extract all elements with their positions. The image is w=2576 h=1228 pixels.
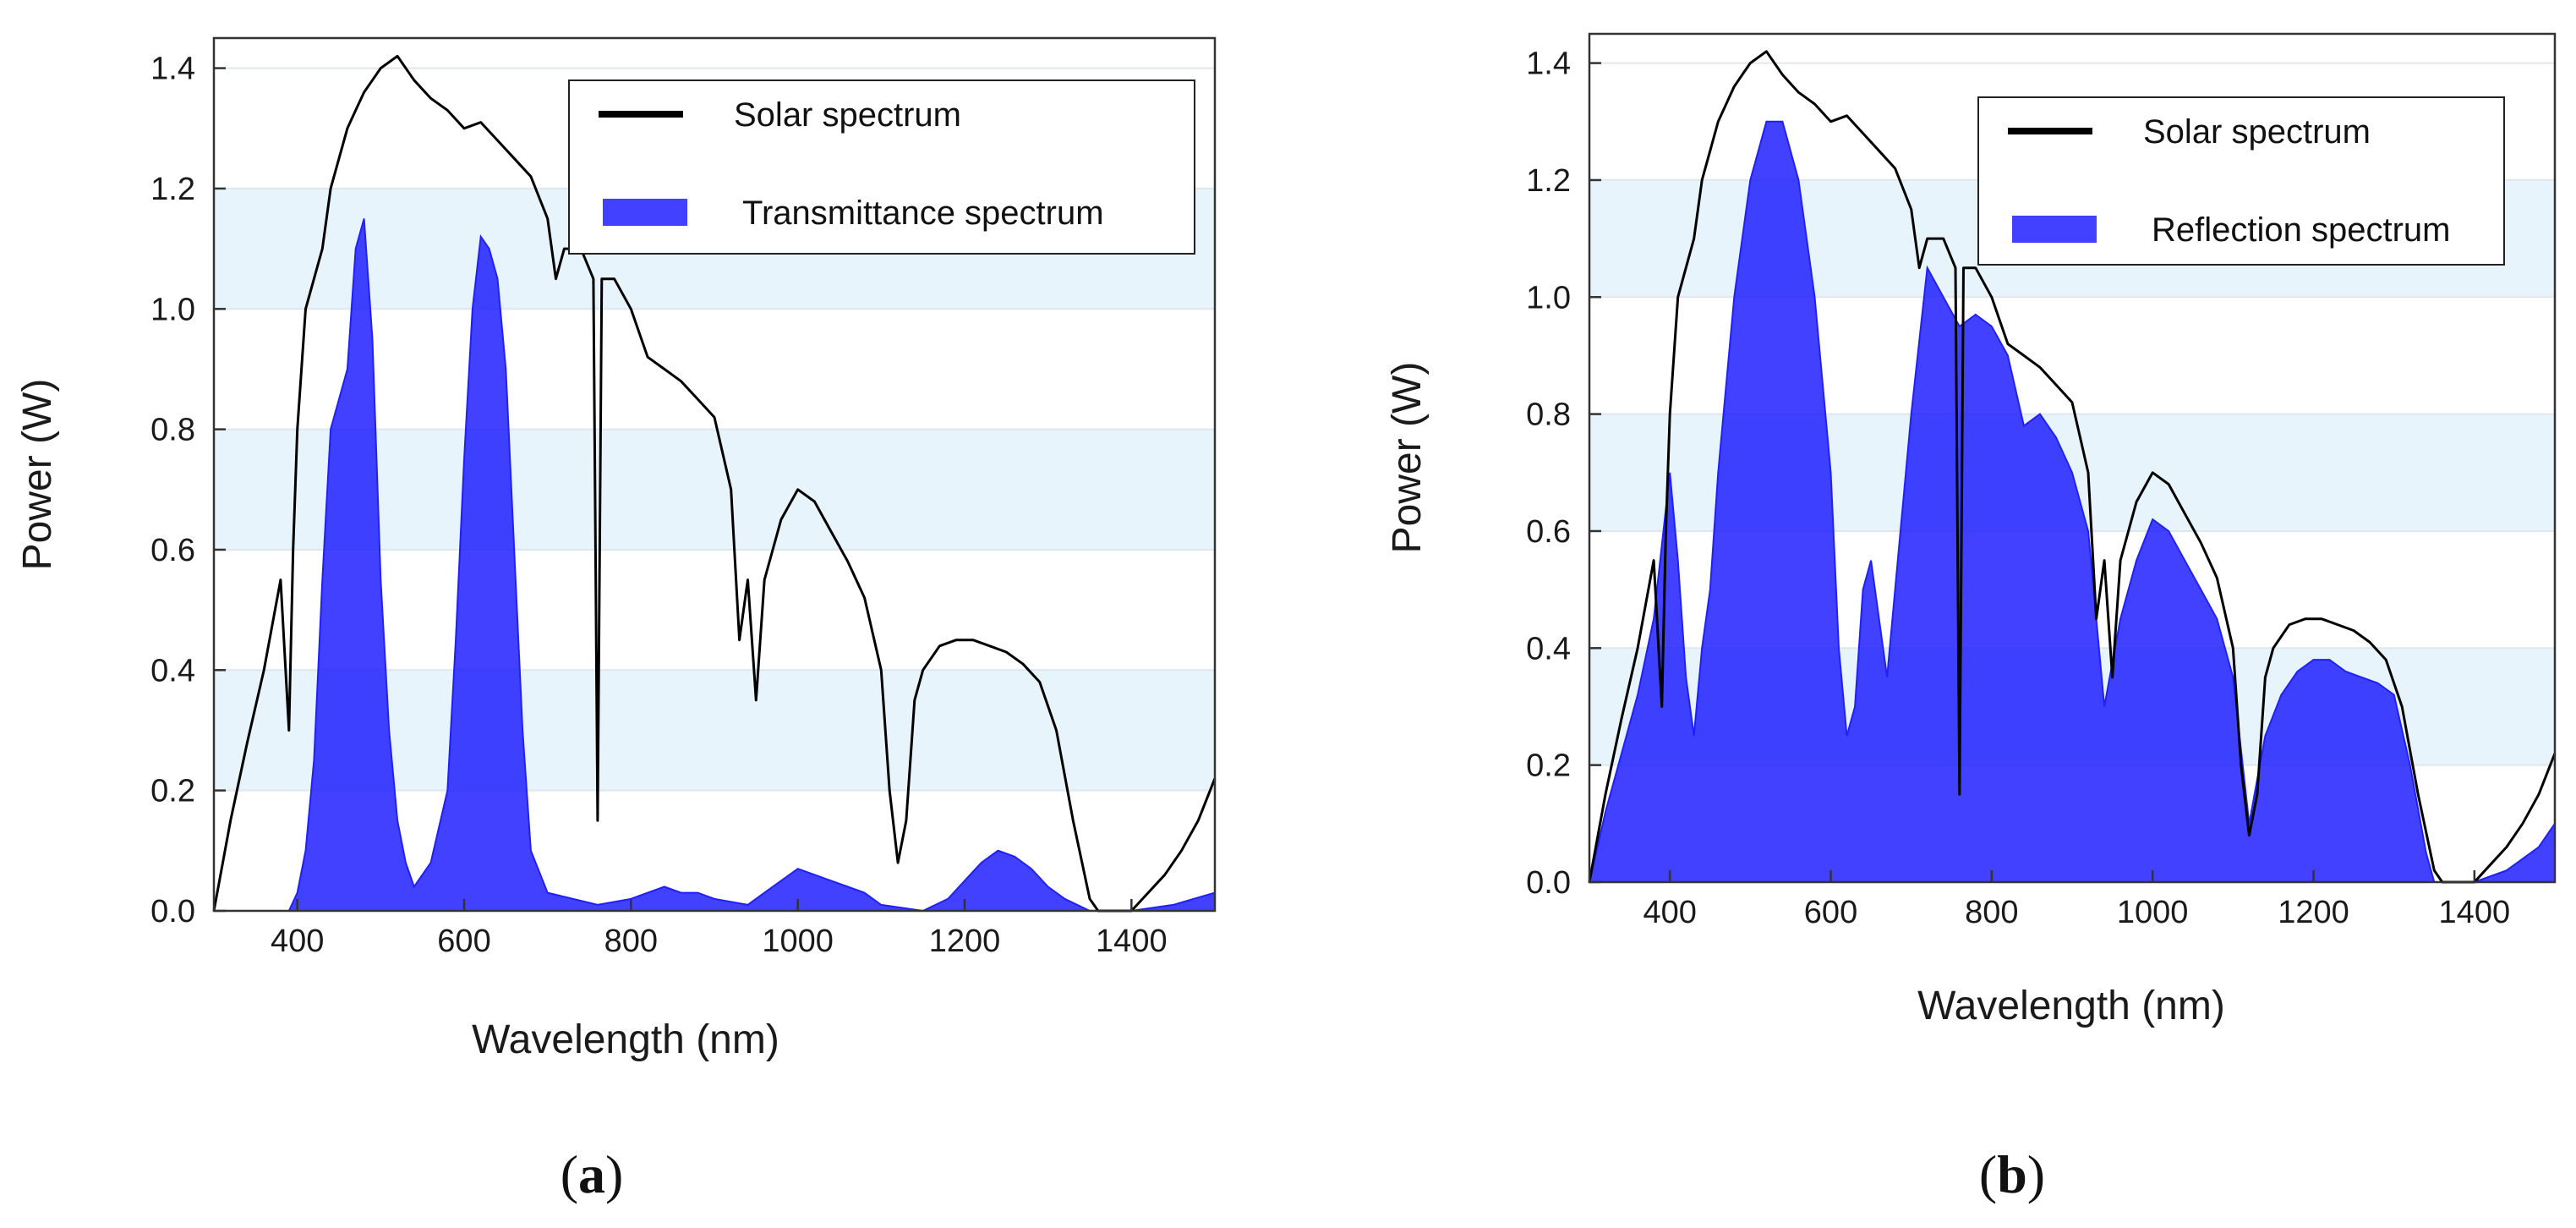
series-area-reflection-spectrum: [1588, 120, 2556, 883]
chart-panel-a: 400 600 800 1000 1200 1400 0.0 0.2 0.4 0.6 0.8 1.0…: [15, 36, 1217, 1204]
series-line-solar-spectrum: [1588, 50, 2557, 884]
legend-swatch-transmittance: [603, 199, 687, 226]
y-tick-label: 0.0: [1526, 865, 1571, 901]
legend: Solar spectrum Transmittance spectrum: [568, 79, 1195, 255]
y-tick-label: 0.8: [150, 413, 195, 448]
y-tick-label: 1.2: [1526, 163, 1571, 199]
x-tick-label: 1400: [2439, 895, 2511, 930]
y-tick-label: 0.6: [150, 533, 195, 568]
y-axis-ticks: 0.0 0.2 0.4 0.6 0.8 1.0 1.2 1.4: [150, 52, 226, 929]
x-tick-label: 1000: [762, 924, 834, 959]
x-axis-title: Wavelength (nm): [472, 1017, 779, 1062]
legend-swatch-reflection: [2012, 216, 2097, 243]
y-axis-title: Power (W): [15, 379, 60, 571]
x-axis-title: Wavelength (nm): [1917, 984, 2225, 1028]
y-tick-label: 0.8: [1526, 397, 1571, 433]
y-tick-label: 1.4: [1526, 47, 1571, 82]
x-axis-ticks: 400 600 800 1000 1200 1400: [271, 899, 1168, 959]
y-tick-label: 1.4: [150, 52, 195, 87]
x-tick-label: 800: [604, 924, 658, 959]
x-tick-label: 800: [1965, 895, 2018, 930]
y-tick-label: 0.4: [150, 653, 195, 688]
plot-frame: [212, 36, 1217, 913]
panel-label-close: ): [2027, 1144, 2045, 1204]
legend: Solar spectrum Reflection spectrum: [1977, 96, 2505, 266]
series-line-solar-spectrum: [212, 54, 1217, 913]
chart-panel-b: 400 600 800 1000 1200 1400 0.0 0.2 0.4 0.6 0.8 1.0…: [1385, 32, 2557, 1204]
y-tick-label: 0.2: [150, 774, 195, 809]
x-axis-ticks: 400 600 800 1000 1200 1400: [1643, 870, 2510, 930]
panel-label-open: (: [1979, 1144, 1997, 1204]
x-tick-label: 600: [437, 924, 490, 959]
panel-label-open: (: [561, 1144, 578, 1204]
line-series: [212, 54, 1217, 913]
panel-label-letter: b: [1997, 1144, 2027, 1204]
y-tick-label: 0.6: [1526, 514, 1571, 550]
x-tick-label: 600: [1804, 895, 1857, 930]
y-tick-label: 1.0: [1526, 280, 1571, 315]
x-tick-label: 400: [1643, 895, 1696, 930]
y-axis-ticks: 0.0 0.2 0.4 0.6 0.8 1.0 1.2 1.4: [1526, 47, 1601, 901]
x-tick-label: 1200: [2278, 895, 2349, 930]
legend-label-solar: Solar spectrum: [2143, 113, 2371, 151]
plot-frame: [1588, 32, 2557, 884]
series-area-transmittance-spectrum: [214, 218, 1216, 913]
y-tick-label: 1.2: [150, 172, 195, 207]
legend-label-transmittance: Transmittance spectrum: [742, 195, 1104, 232]
area-series: [214, 218, 1216, 913]
band: [214, 429, 1215, 550]
panel-label-letter: a: [578, 1144, 605, 1204]
y-tick-label: 0.2: [1526, 748, 1571, 784]
x-tick-label: 1000: [2117, 895, 2189, 930]
area-series: [1588, 120, 2556, 883]
x-tick-label: 1200: [929, 924, 1001, 959]
line-series: [1588, 50, 2557, 884]
panel-label-close: ): [605, 1144, 623, 1204]
panel-label-b: (b): [1979, 1144, 2045, 1204]
y-axis-title: Power (W): [1385, 362, 1430, 554]
legend-label-reflection: Reflection spectrum: [2152, 211, 2450, 249]
y-tick-label: 1.0: [150, 292, 195, 327]
legend-label-solar: Solar spectrum: [734, 96, 961, 134]
y-tick-label: 0.4: [1526, 631, 1571, 666]
x-tick-label: 1400: [1096, 924, 1168, 959]
y-tick-label: 0.0: [150, 894, 195, 929]
panel-label-a: (a): [561, 1144, 624, 1204]
x-tick-label: 400: [271, 924, 324, 959]
